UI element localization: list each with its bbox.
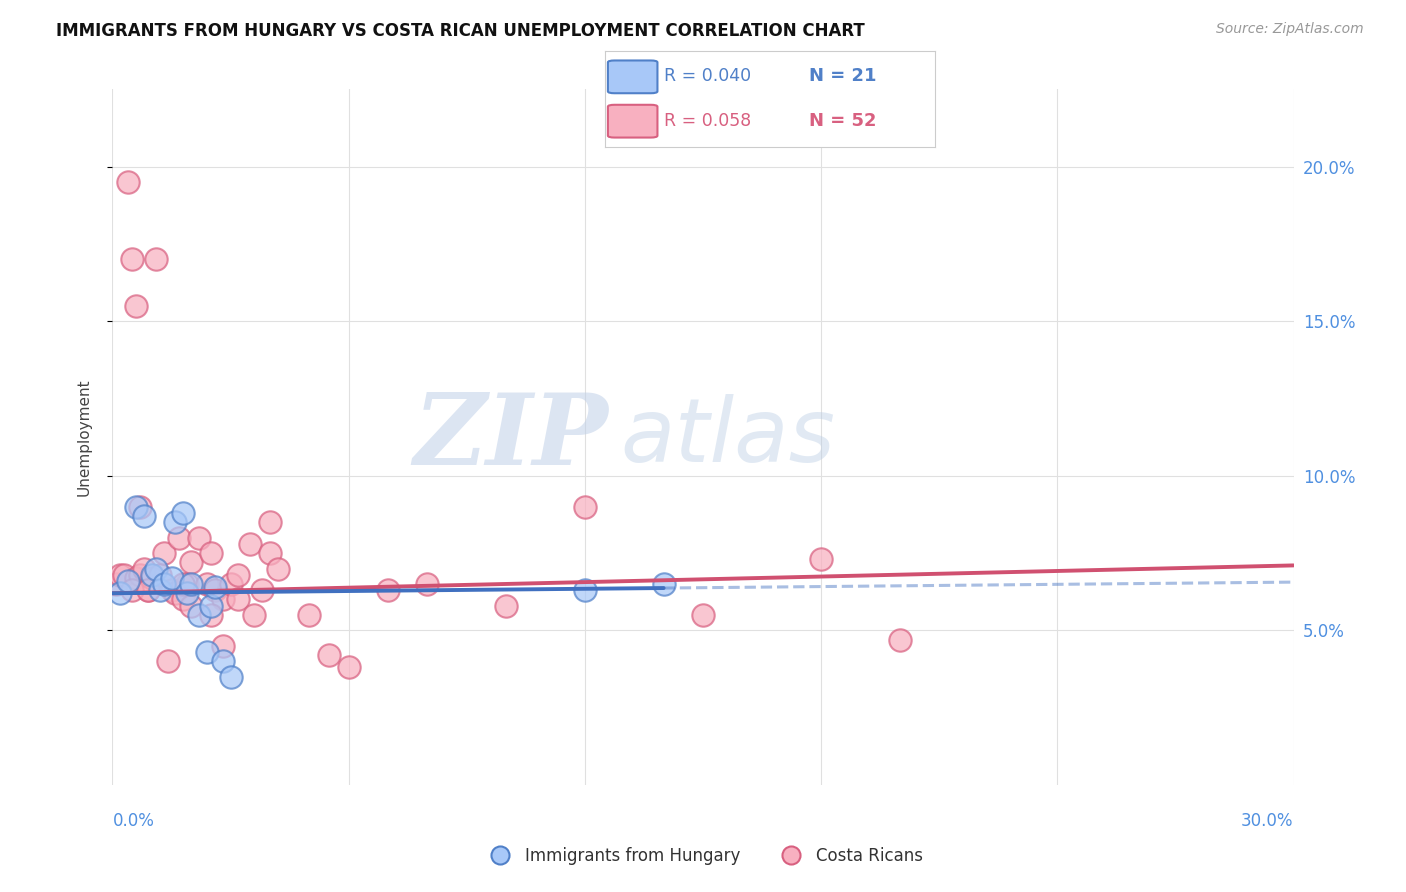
Text: IMMIGRANTS FROM HUNGARY VS COSTA RICAN UNEMPLOYMENT CORRELATION CHART: IMMIGRANTS FROM HUNGARY VS COSTA RICAN U…	[56, 22, 865, 40]
Point	[132, 508, 155, 523]
Point	[169, 531, 191, 545]
Point	[195, 645, 218, 659]
Point	[195, 577, 218, 591]
Point	[416, 577, 439, 591]
Point	[377, 583, 399, 598]
Point	[172, 592, 194, 607]
Point	[200, 607, 222, 622]
Point	[129, 500, 152, 514]
Point	[172, 577, 194, 591]
Point	[692, 607, 714, 622]
Point	[180, 577, 202, 591]
Point	[105, 577, 128, 591]
Text: R = 0.058: R = 0.058	[664, 112, 751, 130]
Point	[574, 583, 596, 598]
Point	[188, 531, 211, 545]
Point	[165, 586, 187, 600]
Point	[125, 299, 148, 313]
Point	[125, 571, 148, 585]
Point	[176, 586, 198, 600]
Point	[211, 592, 233, 607]
Point	[110, 567, 132, 582]
Point	[180, 599, 202, 613]
Point	[239, 537, 262, 551]
Point	[337, 660, 360, 674]
Point	[110, 586, 132, 600]
Point	[136, 583, 159, 598]
Point	[228, 592, 250, 607]
FancyBboxPatch shape	[607, 61, 658, 94]
Point	[152, 577, 174, 591]
Point	[810, 552, 832, 566]
Point	[172, 506, 194, 520]
Point	[267, 561, 290, 575]
Point	[219, 670, 242, 684]
Point	[200, 546, 222, 560]
Point	[129, 567, 152, 582]
Point	[219, 577, 242, 591]
Point	[112, 567, 135, 582]
Point	[180, 555, 202, 569]
Point	[165, 515, 187, 529]
Point	[160, 571, 183, 585]
Point	[889, 632, 911, 647]
Point	[117, 574, 139, 588]
Point	[188, 607, 211, 622]
Text: atlas: atlas	[620, 394, 835, 480]
Point	[204, 580, 226, 594]
Point	[141, 567, 163, 582]
Text: Source: ZipAtlas.com: Source: ZipAtlas.com	[1216, 22, 1364, 37]
Point	[211, 654, 233, 668]
Text: ZIP: ZIP	[413, 389, 609, 485]
Point	[204, 583, 226, 598]
Point	[228, 567, 250, 582]
Point	[160, 583, 183, 598]
Point	[200, 599, 222, 613]
Point	[152, 546, 174, 560]
Point	[149, 567, 172, 582]
Point	[121, 252, 143, 267]
Y-axis label: Unemployment: Unemployment	[77, 378, 91, 496]
Point	[652, 577, 675, 591]
Point	[149, 583, 172, 598]
Point	[495, 599, 517, 613]
Point	[318, 648, 340, 662]
Point	[574, 500, 596, 514]
Point	[145, 561, 167, 575]
Point	[250, 583, 273, 598]
Point	[145, 252, 167, 267]
Text: 0.0%: 0.0%	[112, 812, 155, 830]
Point	[298, 607, 321, 622]
Point	[121, 583, 143, 598]
Text: N = 52: N = 52	[810, 112, 877, 130]
Text: N = 21: N = 21	[810, 68, 877, 86]
Legend: Immigrants from Hungary, Costa Ricans: Immigrants from Hungary, Costa Ricans	[477, 840, 929, 872]
Point	[259, 546, 281, 560]
Point	[176, 577, 198, 591]
Text: 30.0%: 30.0%	[1241, 812, 1294, 830]
Text: R = 0.040: R = 0.040	[664, 68, 751, 86]
Point	[243, 607, 266, 622]
Point	[259, 515, 281, 529]
Point	[136, 583, 159, 598]
Point	[132, 561, 155, 575]
FancyBboxPatch shape	[607, 104, 658, 137]
Point	[211, 639, 233, 653]
Point	[117, 175, 139, 189]
Point	[141, 571, 163, 585]
Point	[156, 654, 179, 668]
Point	[125, 500, 148, 514]
